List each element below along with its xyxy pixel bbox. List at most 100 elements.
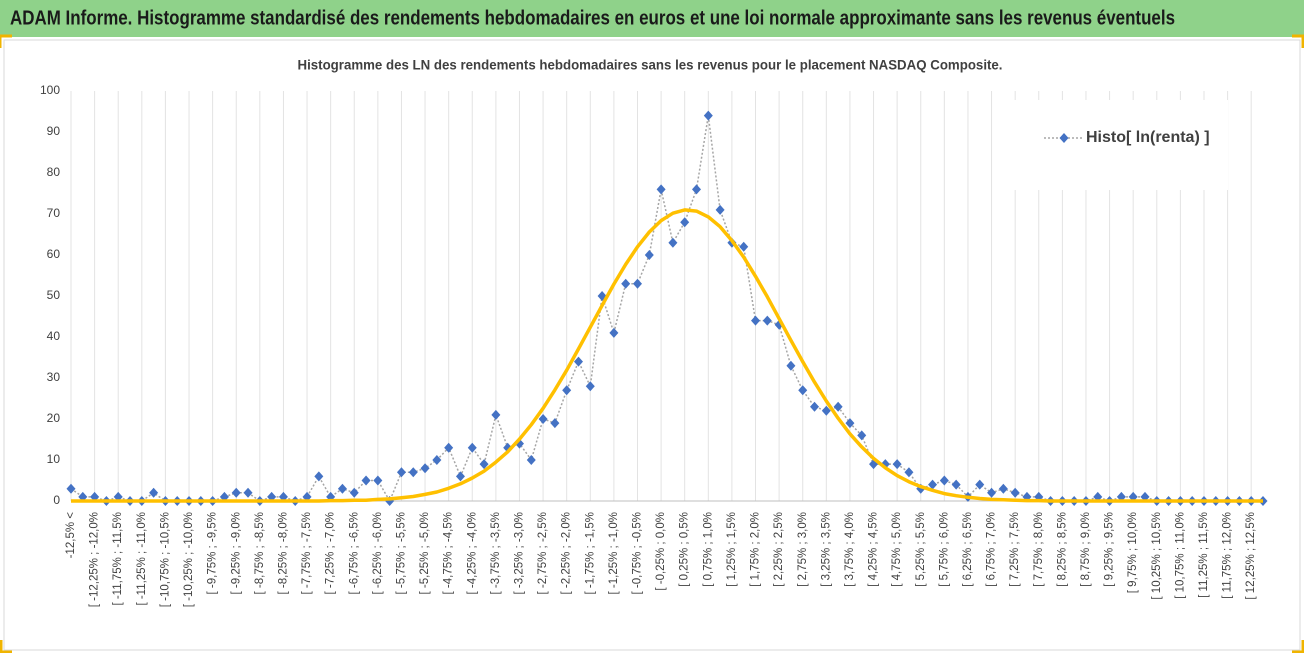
data-point (786, 360, 796, 371)
data-point (337, 483, 347, 494)
data-point (857, 430, 867, 441)
normal-curve (71, 208, 1263, 503)
x-tick-label: [ 7,25% ; 7,5% (1009, 512, 1021, 587)
x-tick-label: [ -3,25% ; -3,0% (514, 512, 526, 594)
x-tick-label: [ 1,75% ; 2,0% (750, 512, 762, 587)
y-tick-label: 0 (53, 493, 60, 507)
x-tick-label: [ -11,25% ; -11,0% (136, 512, 148, 606)
y-tick-label: 40 (47, 329, 61, 343)
data-point (998, 483, 1008, 494)
data-point (585, 381, 595, 392)
x-tick-label: [ -10,25% ; -10,0% (183, 512, 195, 607)
x-tick-label: [ 8,25% ; 8,5% (1056, 512, 1068, 587)
data-point (420, 463, 430, 474)
data-point (632, 278, 642, 289)
x-tick-label: [ 9,25% ; 9,5% (1104, 512, 1116, 587)
x-tick-label: [ -12,25% ; -12,0% (89, 512, 101, 607)
data-point (349, 487, 359, 498)
x-tick-label: [ -6,75% ; -6,5% (348, 512, 360, 594)
legend-label: Histo[ ln(renta) ] (1086, 129, 1210, 146)
data-point (491, 409, 501, 420)
data-point (821, 405, 831, 416)
x-tick-label: [ 8,75% ; 9,0% (1080, 512, 1092, 587)
x-tick-label: -12,5% < (65, 512, 77, 559)
data-point (243, 487, 253, 498)
data-point (951, 479, 961, 490)
x-tick-label: [ 0,75% ; 1,0% (702, 512, 714, 587)
header-bar (0, 0, 1304, 37)
x-tick-label: [ -6,25% ; -6,0% (372, 512, 384, 594)
x-tick-label: [ -3,75% ; -3,5% (490, 512, 502, 594)
data-point (609, 327, 619, 338)
x-tick-label: [ -11,75% ; -11,5% (112, 512, 124, 606)
data-point (668, 237, 678, 248)
x-tick-label: [ -1,75% ; -1,5% (584, 512, 596, 594)
data-point (573, 356, 583, 367)
x-tick-label: [ -7,75% ; -7,5% (301, 512, 313, 594)
data-point (66, 483, 76, 494)
x-tick-label: [ 2,75% ; 3,0% (797, 512, 809, 587)
y-tick-label: 50 (47, 288, 61, 302)
data-point (739, 241, 749, 252)
y-tick-label: 80 (47, 165, 61, 179)
y-tick-label: 100 (40, 83, 60, 97)
x-tick-label: [ 4,25% ; 4,5% (868, 512, 880, 587)
x-tick-label: [ 11,75% ; 12,0% (1222, 512, 1234, 599)
data-point (715, 204, 725, 215)
chart-title: Histogramme des LN des rendements hebdom… (298, 57, 1003, 73)
data-point (975, 479, 985, 490)
x-tick-label: [ 10,25% ; 10,5% (1151, 512, 1163, 600)
data-point (455, 471, 465, 482)
data-point (231, 487, 241, 498)
data-point (149, 487, 159, 498)
data-point (373, 475, 383, 486)
x-tick-label: [ 9,75% ; 10,0% (1127, 512, 1139, 593)
x-tick-label: [ -7,25% ; -7,0% (325, 512, 337, 594)
legend-box (1000, 100, 1228, 190)
corner-marks (0, 34, 1304, 653)
x-tick-label: [ -2,25% ; -2,0% (561, 512, 573, 594)
x-tick-label: [ 3,25% ; 3,5% (820, 512, 832, 587)
data-point (703, 110, 713, 121)
data-point (479, 459, 489, 470)
data-point (692, 184, 702, 195)
data-point (526, 455, 536, 465)
x-tick-label: [ 7,75% ; 8,0% (1033, 512, 1045, 587)
data-point (621, 278, 631, 289)
data-point (1010, 487, 1020, 498)
data-point (656, 184, 666, 195)
x-tick-label: [ 0,25% ; 0,5% (679, 512, 691, 587)
x-tick-label: [ 2,25% ; 2,5% (773, 512, 785, 587)
y-tick-label: 30 (47, 370, 61, 384)
data-point (467, 442, 477, 453)
data-point (562, 385, 572, 396)
x-tick-label: [ 1,25% ; 1,5% (726, 512, 738, 587)
data-point (987, 487, 997, 498)
data-point (939, 475, 949, 486)
header-title: ADAM Informe. Histogramme standardisé de… (10, 7, 1175, 29)
data-point (751, 315, 761, 326)
x-tick-label: [ 12,25% ; 12,5% (1245, 512, 1257, 600)
data-point (810, 401, 820, 412)
x-tick-label: [ -1,25% ; -1,0% (608, 512, 620, 594)
x-tick-label: [ 5,25% ; 5,5% (915, 512, 927, 587)
data-point (680, 217, 690, 228)
data-point (892, 459, 902, 470)
x-tick-label: [ 6,75% ; 7,0% (986, 512, 998, 587)
data-point (833, 401, 843, 412)
y-tick-label: 10 (47, 452, 61, 466)
data-point (644, 250, 654, 260)
x-tick-label: [ 6,25% ; 6,5% (962, 512, 974, 587)
x-tick-label: [ -0,25% ; 0,0% (655, 512, 667, 591)
y-tick-label: 70 (47, 206, 61, 220)
data-point (538, 414, 548, 424)
x-tick-label: [ -8,25% ; -8,0% (277, 512, 289, 594)
x-tick-label: [ 3,75% ; 4,0% (844, 512, 856, 587)
x-tick-label: [ 11,25% ; 11,5% (1198, 512, 1210, 598)
data-point (444, 442, 454, 453)
data-point (550, 418, 560, 429)
data-point (845, 418, 855, 429)
x-tick-label: [ 4,75% ; 5,0% (891, 512, 903, 587)
